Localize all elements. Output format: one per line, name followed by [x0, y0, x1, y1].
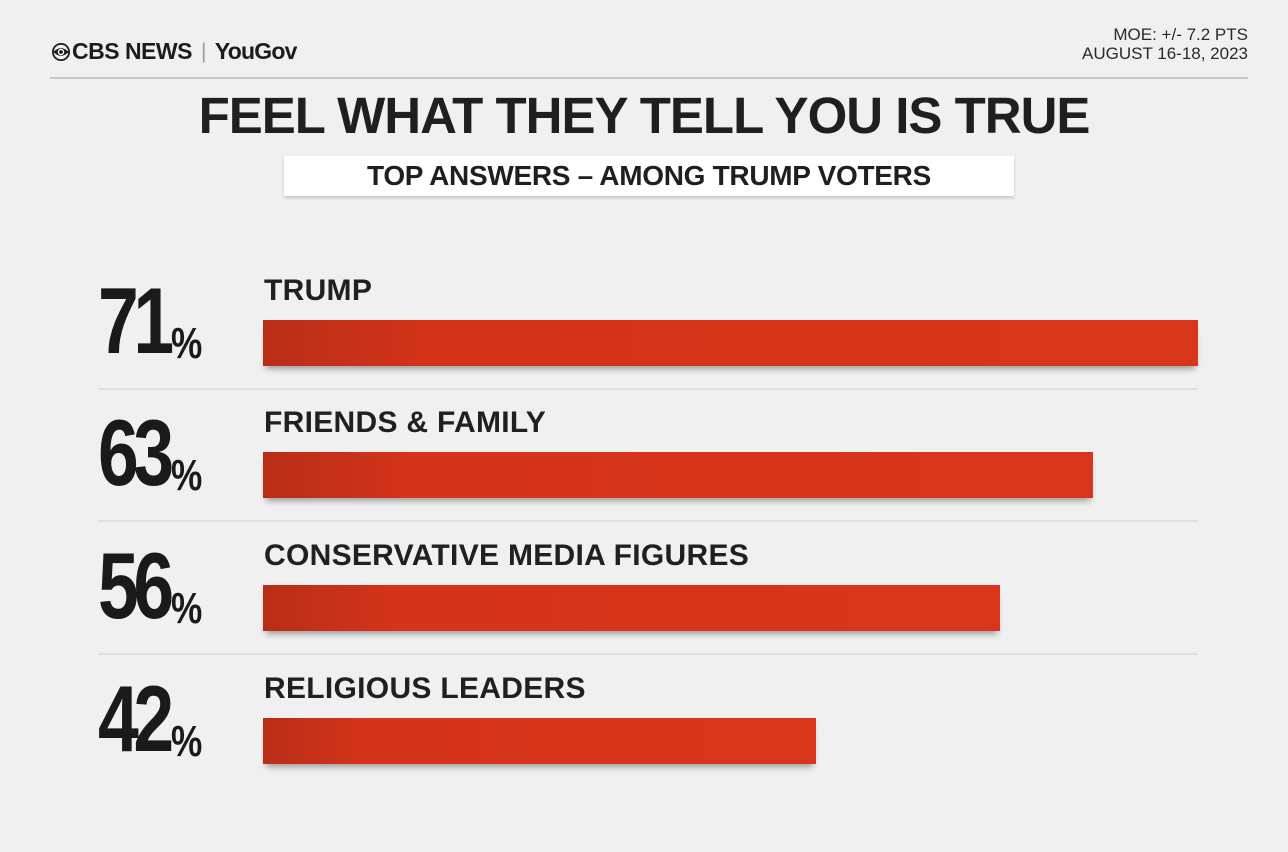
category-label: CONSERVATIVE MEDIA FIGURES [264, 539, 750, 572]
survey-meta: MOE: +/- 7.2 PTS AUGUST 16-18, 2023 [1082, 25, 1248, 63]
value-label: 63% [98, 400, 202, 505]
header-rule [50, 77, 1248, 79]
survey-dates: AUGUST 16-18, 2023 [1082, 44, 1248, 63]
chart-subtitle: TOP ANSWERS – AMONG TRUMP VOTERS [284, 156, 1014, 196]
value-number: 56 [98, 533, 174, 638]
category-label: RELIGIOUS LEADERS [264, 672, 586, 705]
value-label: 42% [98, 666, 202, 771]
bar [263, 718, 816, 764]
value-label: 56% [98, 533, 202, 638]
bar [263, 452, 1093, 498]
category-label: FRIENDS & FAMILY [264, 406, 547, 439]
value-number: 71 [98, 268, 174, 373]
cbs-eye-icon [52, 42, 70, 61]
percent-sign: % [170, 451, 202, 500]
bar [263, 320, 1198, 366]
row-divider [98, 520, 1198, 522]
row-divider [98, 653, 1198, 655]
value-label: 71% [98, 268, 202, 373]
brand-cbs-news: CBS NEWS [72, 38, 192, 64]
brand-separator: | [200, 39, 206, 63]
percent-sign: % [170, 717, 202, 766]
brand-yougov: YouGov [214, 38, 297, 64]
row-divider [98, 388, 1198, 390]
value-number: 63 [98, 400, 174, 505]
bar [263, 585, 1000, 631]
percent-sign: % [170, 319, 202, 368]
percent-sign: % [170, 584, 202, 633]
value-number: 42 [98, 666, 174, 771]
brand-logo: CBS NEWS | YouGov [52, 38, 297, 65]
chart-title: FEEL WHAT THEY TELL YOU IS TRUE [198, 87, 1091, 144]
margin-of-error: MOE: +/- 7.2 PTS [1113, 25, 1248, 44]
category-label: TRUMP [264, 274, 373, 307]
